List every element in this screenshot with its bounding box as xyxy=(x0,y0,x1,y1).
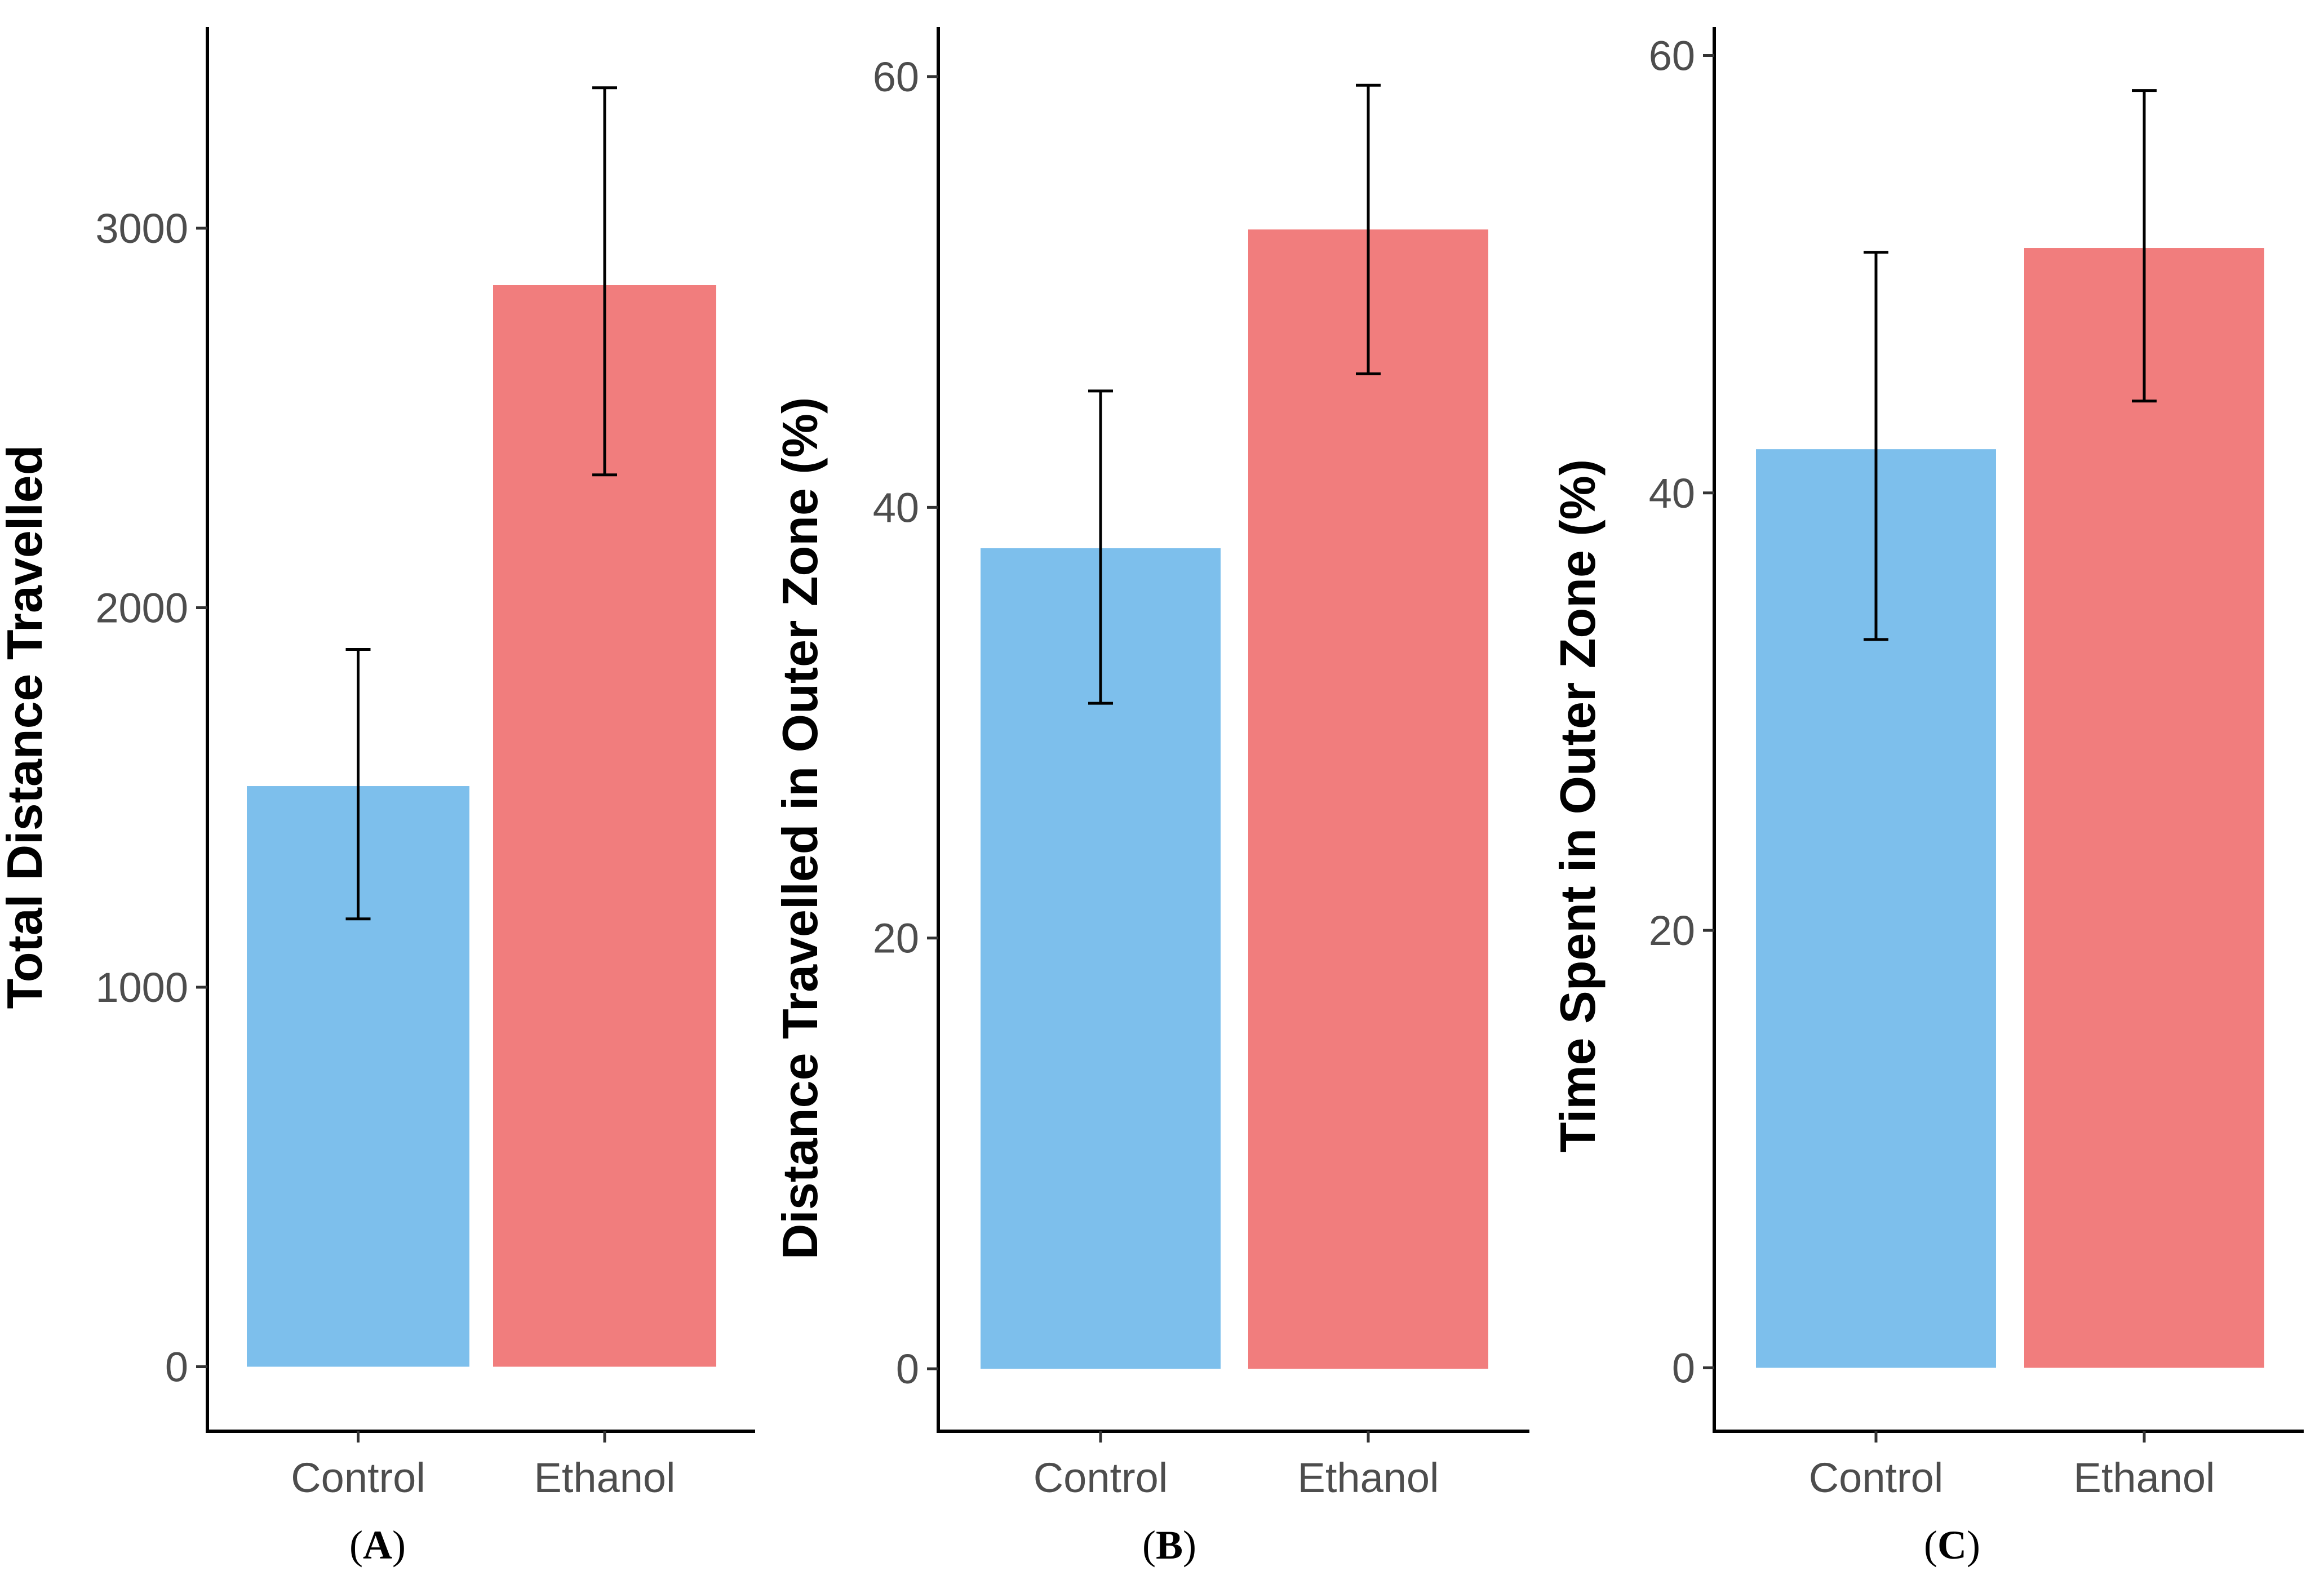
panel-a-y-axis-title: Total Distance Travelled xyxy=(0,445,52,1009)
panel-c-x-tick-label-ethanol: Ethanol xyxy=(2074,1454,2215,1501)
panel-b-y-tick-label: 0 xyxy=(896,1346,919,1392)
panel-b-y-tick-label: 60 xyxy=(873,54,919,100)
panel-label-b: (B) xyxy=(1142,1523,1196,1568)
panel-c-errorbar-ethanol xyxy=(2132,89,2157,403)
panel-label-c: (C) xyxy=(1924,1523,1980,1568)
panel-a-y-tick-label: 3000 xyxy=(95,205,188,252)
panel-c: 0 20 40 60 Control Ethanol Time Spent in Outer… xyxy=(1550,27,2304,1501)
panel-label-a: (A) xyxy=(349,1523,406,1568)
panel-a-errorbar-control xyxy=(345,648,371,921)
panel-b-x-tick-label-ethanol: Ethanol xyxy=(1298,1454,1439,1501)
panel-a: 0 1000 2000 3000 Control Ethanol Total Distanc… xyxy=(0,27,755,1501)
panel-b-y-tick-label: 20 xyxy=(873,915,919,962)
panel-c-y-axis-title: Time Spent in Outer Zone (%) xyxy=(1550,459,1605,1152)
panel-c-errorbar-control xyxy=(1864,251,1888,641)
panel-c-y-tick-label: 40 xyxy=(1649,470,1695,517)
panel-b-y-tick-label: 40 xyxy=(873,484,919,531)
panel-b-bar-ethanol xyxy=(1248,229,1488,1369)
panel-c-bar-ethanol xyxy=(2024,248,2264,1368)
panel-c-y-tick-label: 0 xyxy=(1672,1344,1695,1391)
panel-a-errorbar-ethanol xyxy=(592,86,617,477)
panel-b: 0 20 40 60 Control Ethanol Distance Travelled … xyxy=(772,27,1529,1501)
panel-b-x-tick-label-control: Control xyxy=(1034,1454,1168,1501)
panel-a-y-tick-label: 1000 xyxy=(95,964,188,1011)
panel-a-y-tick-label: 2000 xyxy=(95,584,188,631)
panel-b-errorbar-ethanol xyxy=(1356,83,1381,375)
panel-a-x-tick-label-control: Control xyxy=(291,1454,425,1501)
panel-b-y-axis-title: Distance Travelled in Outer Zone (%) xyxy=(772,397,828,1260)
panel-c-y-tick-label: 20 xyxy=(1649,907,1695,954)
panel-a-x-tick-label-ethanol: Ethanol xyxy=(534,1454,676,1501)
panel-b-errorbar-control xyxy=(1088,389,1113,705)
panel-c-y-tick-label: 60 xyxy=(1649,32,1695,79)
panel-a-y-tick-label: 0 xyxy=(165,1344,188,1391)
panel-c-x-tick-label-control: Control xyxy=(1809,1454,1944,1501)
